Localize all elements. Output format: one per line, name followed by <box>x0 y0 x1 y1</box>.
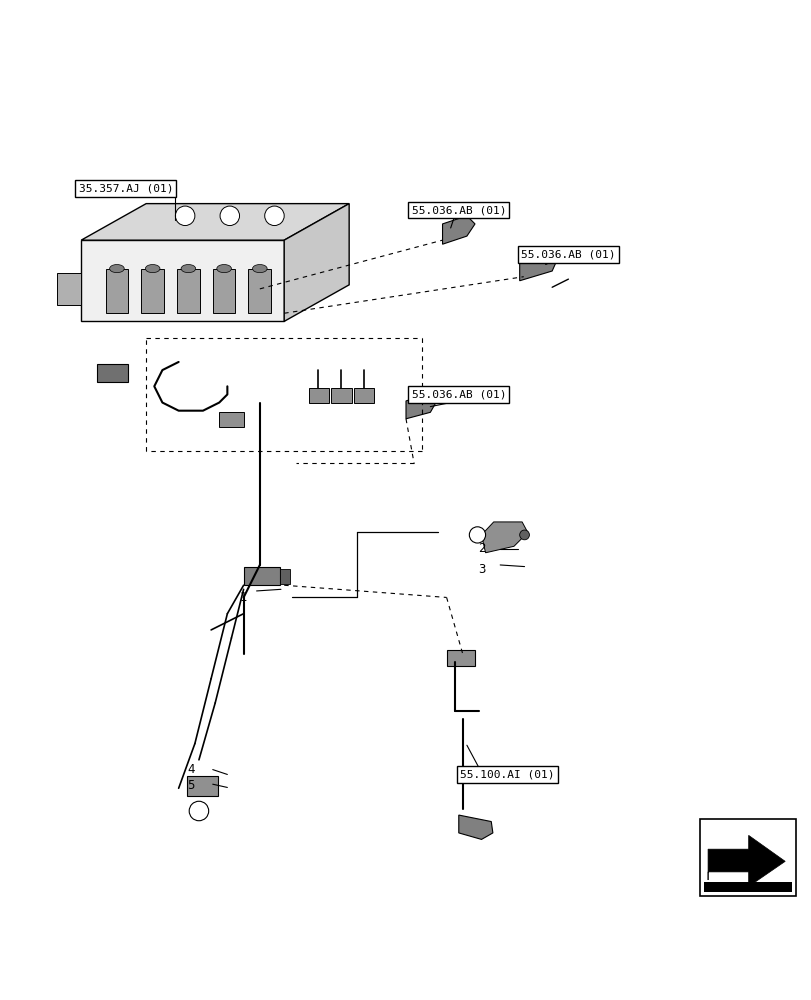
Text: 55.036.AB (01): 55.036.AB (01) <box>521 250 615 260</box>
Text: 55.036.AB (01): 55.036.AB (01) <box>411 205 505 215</box>
Text: 55.100.AI (01): 55.100.AI (01) <box>460 769 554 779</box>
Polygon shape <box>442 216 474 244</box>
Bar <box>703 882 791 892</box>
Text: 5: 5 <box>187 779 195 792</box>
Ellipse shape <box>145 265 160 273</box>
Ellipse shape <box>252 265 267 273</box>
Circle shape <box>175 206 195 226</box>
Polygon shape <box>284 204 349 321</box>
Bar <box>248 269 271 313</box>
Bar <box>280 569 290 584</box>
Polygon shape <box>707 835 784 887</box>
Ellipse shape <box>109 265 124 273</box>
Text: 4: 4 <box>187 763 195 776</box>
Bar <box>177 269 200 313</box>
Bar <box>308 388 328 403</box>
Polygon shape <box>81 204 349 240</box>
Bar <box>243 567 280 585</box>
Ellipse shape <box>217 265 231 273</box>
Circle shape <box>189 801 208 821</box>
Text: 1: 1 <box>240 591 247 604</box>
Polygon shape <box>519 247 558 281</box>
Circle shape <box>519 530 529 540</box>
Bar <box>699 819 795 896</box>
Bar <box>446 650 474 666</box>
Bar <box>105 269 128 313</box>
Bar <box>219 412 243 427</box>
Bar <box>331 388 351 403</box>
Ellipse shape <box>181 265 195 273</box>
Polygon shape <box>81 240 284 321</box>
Polygon shape <box>458 815 492 839</box>
Polygon shape <box>481 522 527 553</box>
Bar <box>141 269 164 313</box>
Bar <box>212 269 235 313</box>
Bar <box>187 776 217 796</box>
Text: 2: 2 <box>478 542 485 555</box>
Bar <box>354 388 374 403</box>
Circle shape <box>220 206 239 226</box>
Circle shape <box>264 206 284 226</box>
Bar <box>97 364 128 382</box>
Polygon shape <box>406 394 436 419</box>
Bar <box>57 273 81 305</box>
Text: 55.036.AB (01): 55.036.AB (01) <box>411 389 505 399</box>
Circle shape <box>469 527 485 543</box>
Text: 3: 3 <box>478 563 485 576</box>
Text: 35.357.AJ (01): 35.357.AJ (01) <box>79 183 173 193</box>
